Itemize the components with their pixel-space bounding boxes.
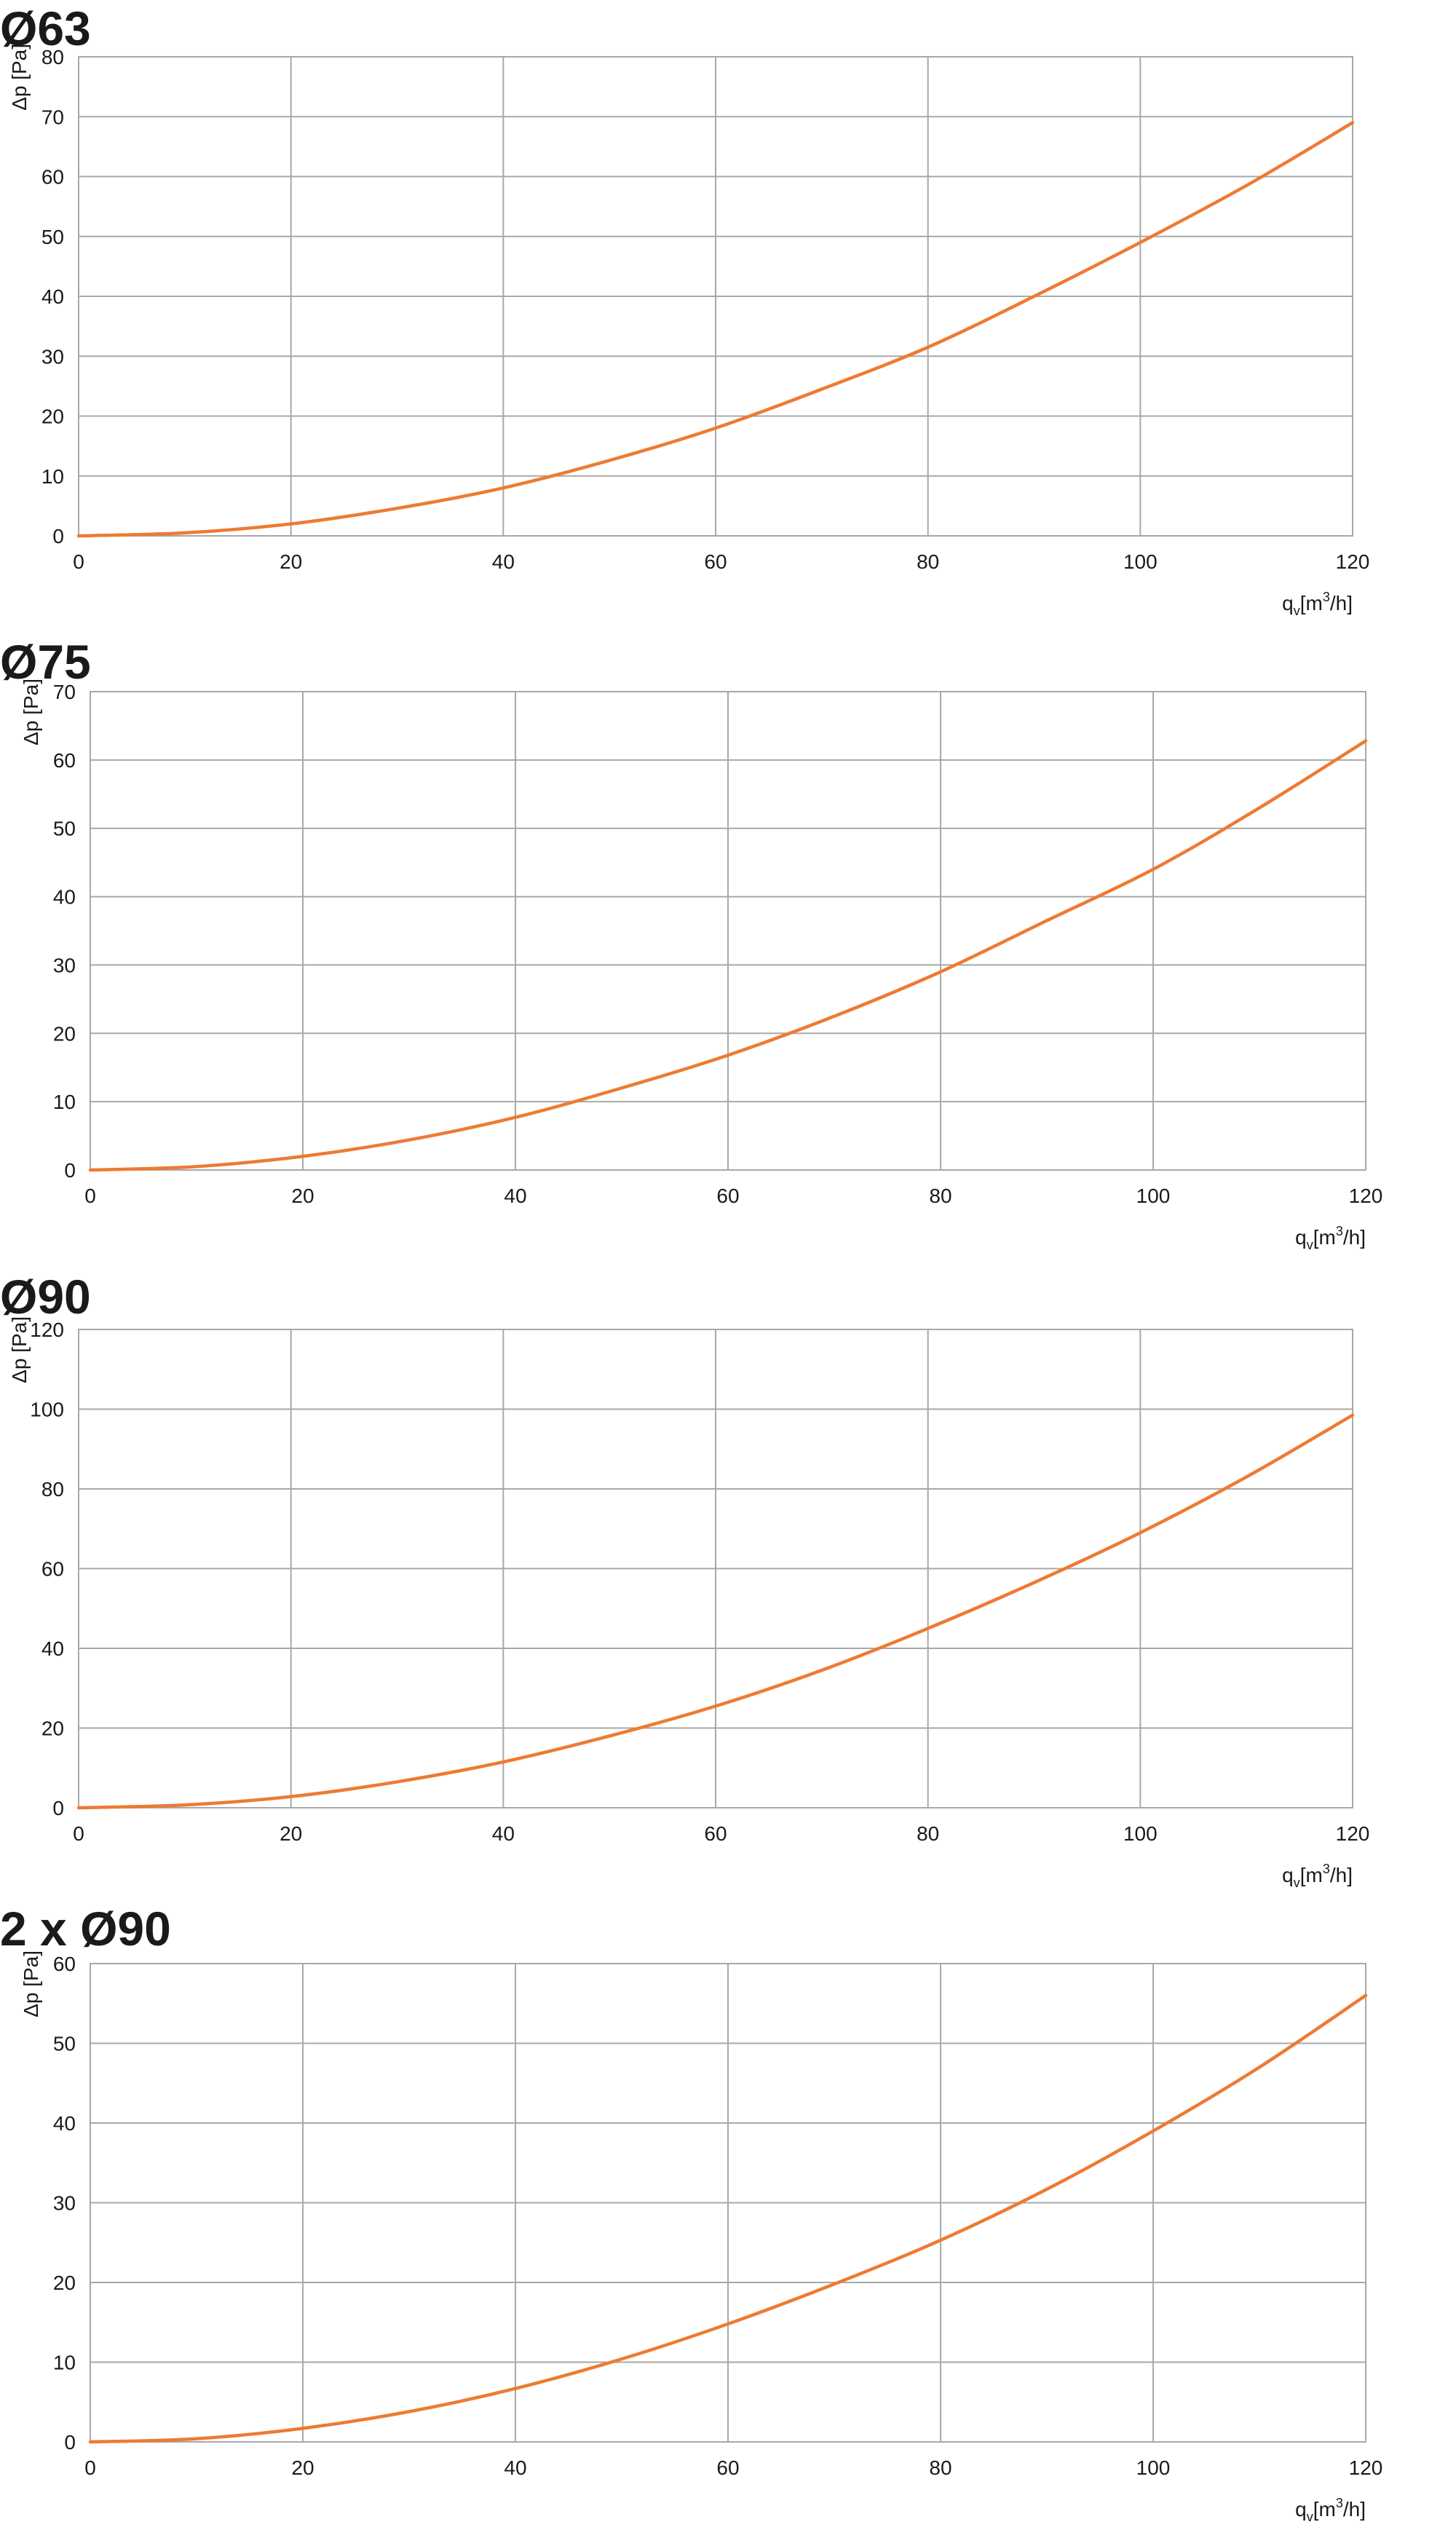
- x-axis-label: qv[m3/h]: [1295, 1224, 1366, 1252]
- x-tick-label: 0: [84, 2456, 96, 2479]
- x-tick-label: 80: [917, 1822, 939, 1845]
- y-tick-label: 20: [53, 2272, 76, 2294]
- y-tick-label: 70: [41, 106, 64, 128]
- x-axis-label: qv[m3/h]: [1282, 1862, 1353, 1890]
- y-tick-label: 60: [53, 749, 76, 772]
- x-tick-label: 20: [291, 2456, 314, 2479]
- x-tick-label: 60: [704, 550, 727, 573]
- grid: [90, 1963, 1366, 2443]
- y-tick-label: 70: [53, 681, 76, 703]
- y-tick-label: 10: [53, 2352, 76, 2374]
- y-tick-label: 100: [30, 1399, 64, 1421]
- y-tick-label: 40: [41, 285, 64, 308]
- x-axis-label: qv[m3/h]: [1295, 2496, 1366, 2524]
- chart-title: Ø63: [0, 1, 91, 55]
- y-tick-label: 10: [41, 465, 64, 488]
- y-tick-label: 120: [30, 1319, 64, 1341]
- y-tick-label: 30: [53, 2192, 76, 2215]
- plot-frame: [90, 1963, 1366, 2443]
- grid: [78, 56, 1353, 537]
- x-tick-label: 40: [492, 550, 515, 573]
- x-tick-label: 80: [929, 1185, 951, 1207]
- grid: [78, 1329, 1353, 1808]
- x-tick-label: 20: [280, 1822, 302, 1845]
- y-tick-label: 30: [41, 345, 64, 368]
- x-tick-label: 60: [716, 1185, 739, 1207]
- y-tick-label: 60: [41, 1558, 64, 1581]
- plot-frame: [90, 691, 1366, 1171]
- y-tick-label: 20: [53, 1022, 76, 1045]
- plot-frame: [78, 1329, 1353, 1808]
- series-line: [88, 739, 1368, 1172]
- y-tick-label: 0: [64, 1159, 76, 1182]
- y-axis-label: Δp [Pa]: [8, 44, 31, 111]
- x-tick-label: 40: [492, 1822, 515, 1845]
- series-line: [76, 121, 1355, 538]
- y-tick-label: 40: [53, 2112, 76, 2135]
- x-axis-label: qv[m3/h]: [1282, 590, 1353, 618]
- y-tick-label: 40: [41, 1637, 64, 1660]
- y-tick-label: 10: [53, 1091, 76, 1113]
- x-tick-label: 40: [504, 2456, 526, 2479]
- y-tick-label: 50: [53, 2033, 76, 2055]
- x-tick-label: 60: [704, 1822, 727, 1845]
- x-tick-label: 100: [1123, 550, 1158, 573]
- plot-frame: [78, 56, 1353, 537]
- y-tick-label: 30: [53, 954, 76, 976]
- y-tick-label: 50: [53, 818, 76, 840]
- series-line: [76, 1413, 1355, 1810]
- y-tick-label: 0: [52, 525, 64, 547]
- y-tick-label: 40: [53, 886, 76, 909]
- x-tick-label: 120: [1336, 1822, 1370, 1845]
- x-tick-label: 20: [291, 1185, 314, 1207]
- x-tick-label: 80: [929, 2456, 951, 2479]
- x-tick-label: 0: [73, 550, 84, 573]
- x-tick-label: 100: [1136, 2456, 1171, 2479]
- y-tick-label: 60: [53, 1953, 76, 1975]
- x-tick-label: 40: [504, 1185, 526, 1207]
- y-tick-label: 80: [41, 1478, 64, 1501]
- grid: [90, 691, 1366, 1171]
- x-tick-label: 100: [1136, 1185, 1171, 1207]
- chart-title: 2 x Ø90: [0, 1902, 171, 1956]
- chart-phi63-plot: 0 20 40 60 80 100 120 0 10 20 30 40 50 60 70 80 Δp [Pa] q…: [8, 44, 1370, 618]
- y-tick-label: 0: [64, 2431, 76, 2454]
- y-tick-label: 80: [41, 46, 64, 68]
- y-axis-label: Δp [Pa]: [20, 679, 42, 746]
- x-tick-label: 100: [1123, 1822, 1158, 1845]
- x-tick-label: 120: [1336, 550, 1370, 573]
- x-tick-label: 0: [84, 1185, 96, 1207]
- x-tick-label: 80: [917, 550, 939, 573]
- chart-title: Ø75: [0, 635, 91, 689]
- y-tick-label: 0: [52, 1797, 64, 1819]
- x-tick-label: 20: [280, 550, 302, 573]
- series-line: [88, 1993, 1368, 2444]
- chart-phi75-plot: 0 20 40 60 80 100 120 0 10 20 30 40 50 60 70 Δp [Pa] qv[…: [20, 679, 1383, 1252]
- x-tick-label: 60: [716, 2456, 739, 2479]
- x-tick-label: 0: [73, 1822, 84, 1845]
- y-axis-label: Δp [Pa]: [8, 1316, 31, 1383]
- y-tick-label: 60: [41, 166, 64, 189]
- y-tick-label: 20: [41, 406, 64, 428]
- x-tick-label: 120: [1349, 1185, 1383, 1207]
- y-tick-label: 20: [41, 1717, 64, 1740]
- y-tick-label: 50: [41, 226, 64, 248]
- chart-title: Ø90: [0, 1270, 91, 1324]
- x-tick-label: 120: [1349, 2456, 1383, 2479]
- y-axis-label: Δp [Pa]: [20, 1950, 42, 2017]
